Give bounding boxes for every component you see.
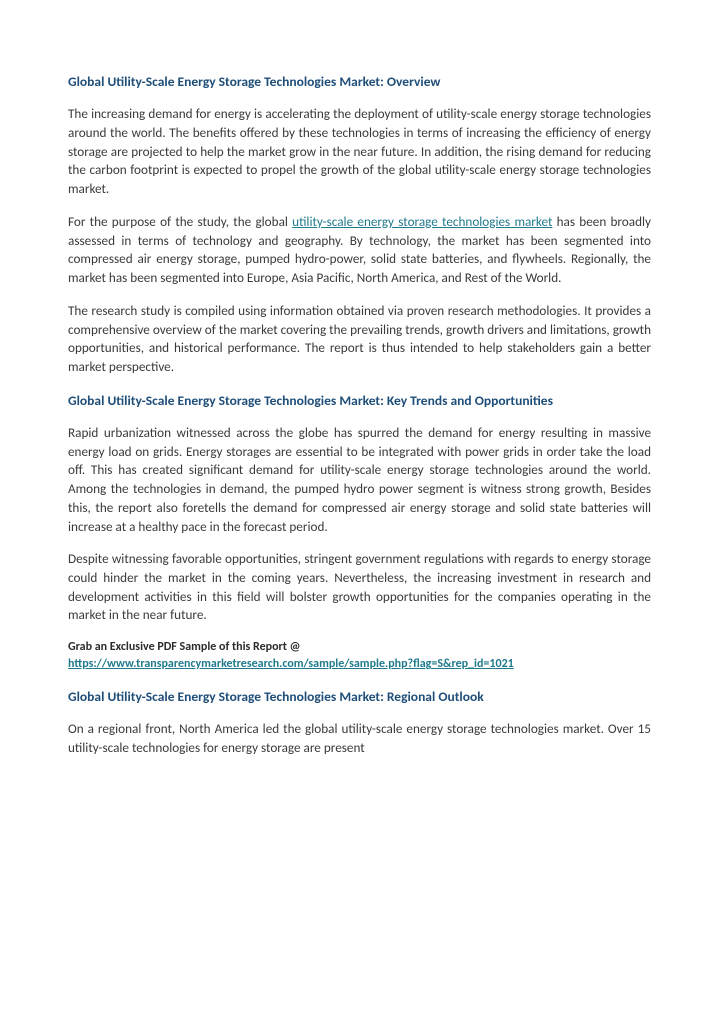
paragraph-methodology: The research study is compiled using inf… [68,302,651,377]
text-pre-link: For the purpose of the study, the global [68,213,292,230]
paragraph-regulations: Despite witnessing favorable opportuniti… [68,550,651,625]
text-grab-sample: Grab an Exclusive PDF Sample of this Rep… [68,639,651,656]
paragraph-regional: On a regional front, North America led t… [68,720,651,757]
heading-overview: Global Utility-Scale Energy Storage Tech… [68,72,651,91]
link-sample-url[interactable]: https://www.transparencymarketresearch.c… [68,656,651,673]
link-market[interactable]: utility-scale energy storage technologie… [292,213,552,230]
heading-regional: Global Utility-Scale Energy Storage Tech… [68,687,651,706]
paragraph-intro: The increasing demand for energy is acce… [68,105,651,199]
paragraph-study-scope: For the purpose of the study, the global… [68,213,651,288]
heading-trends: Global Utility-Scale Energy Storage Tech… [68,391,651,410]
paragraph-urbanization: Rapid urbanization witnessed across the … [68,424,651,536]
